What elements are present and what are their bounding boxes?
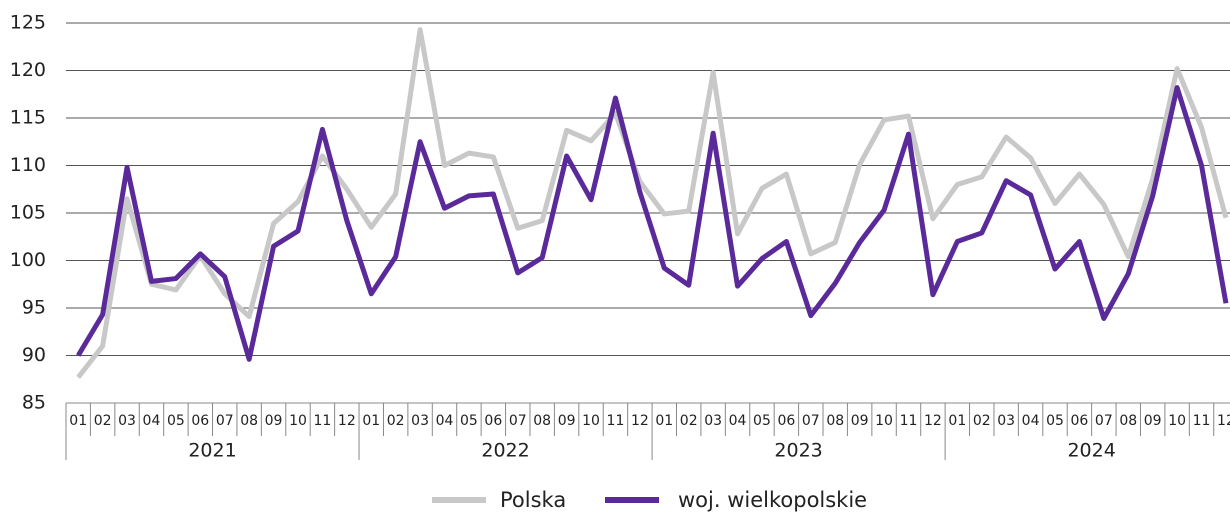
year-label: 2022 [481,440,529,462]
x-tick-label: 11 [1193,413,1211,429]
year-label: 2024 [1067,440,1115,462]
x-tick-label: 04 [729,413,747,429]
x-tick-label: 04 [143,413,161,429]
series-line [76,27,1229,379]
x-tick-label: 08 [240,413,258,429]
y-tick-label: 100 [10,249,46,271]
x-tick-label: 12 [338,413,356,429]
y-tick-label: 95 [22,297,46,319]
x-tick-label: 12 [631,413,649,429]
x-tick-label: 09 [265,413,283,429]
x-tick-label: 01 [362,413,380,429]
x-tick-label: 09 [558,413,576,429]
x-tick-label: 08 [533,413,551,429]
legend-label: woj. wielkopolskie [678,488,867,512]
x-tick-label: 03 [411,413,429,429]
x-tick-label: 07 [1095,413,1113,429]
x-tick-label: 10 [289,413,307,429]
x-tick-label: 10 [875,413,893,429]
x-tick-label: 12 [1217,413,1230,429]
y-tick-label: 125 [10,12,46,34]
x-tick-label: 04 [1022,413,1040,429]
x-tick-label: 02 [680,413,698,429]
y-tick-label: 110 [10,154,46,176]
x-tick-label: 03 [704,413,722,429]
x-tick-label: 10 [1168,413,1186,429]
x-tick-label: 08 [826,413,844,429]
x-tick-label: 07 [509,413,527,429]
x-tick-label: 06 [191,413,209,429]
y-tick-label: 90 [22,344,46,366]
x-tick-label: 05 [167,413,185,429]
x-tick-label: 02 [973,413,991,429]
x-tick-label: 09 [851,413,869,429]
x-tick-label: 05 [753,413,771,429]
x-tick-label: 06 [1071,413,1089,429]
x-tick-label: 07 [802,413,820,429]
x-tick-label: 12 [924,413,942,429]
x-tick-label: 01 [948,413,966,429]
x-tick-label: 11 [313,413,331,429]
x-tick-label: 05 [1046,413,1064,429]
x-tick-label: 11 [900,413,918,429]
x-tick-label: 09 [1144,413,1162,429]
x-tick-label: 05 [460,413,478,429]
x-tick-label: 10 [582,413,600,429]
x-tick-label: 02 [387,413,405,429]
y-tick-label: 85 [22,392,46,414]
x-tick-label: 11 [607,413,625,429]
x-tick-label: 06 [484,413,502,429]
x-tick-label: 01 [655,413,673,429]
x-tick-label: 01 [69,413,87,429]
y-tick-label: 120 [10,59,46,81]
x-tick-label: 03 [997,413,1015,429]
x-tick-label: 03 [118,413,136,429]
legend-label: Polska [500,488,566,512]
year-label: 2021 [188,440,236,462]
year-label: 2023 [774,440,822,462]
x-tick-label: 08 [1119,413,1137,429]
x-tick-label: 07 [216,413,234,429]
y-tick-label: 115 [10,107,46,129]
x-tick-label: 04 [436,413,454,429]
y-tick-label: 105 [10,202,46,224]
x-tick-label: 02 [94,413,112,429]
x-tick-label: 06 [777,413,795,429]
series-line [76,85,1229,362]
